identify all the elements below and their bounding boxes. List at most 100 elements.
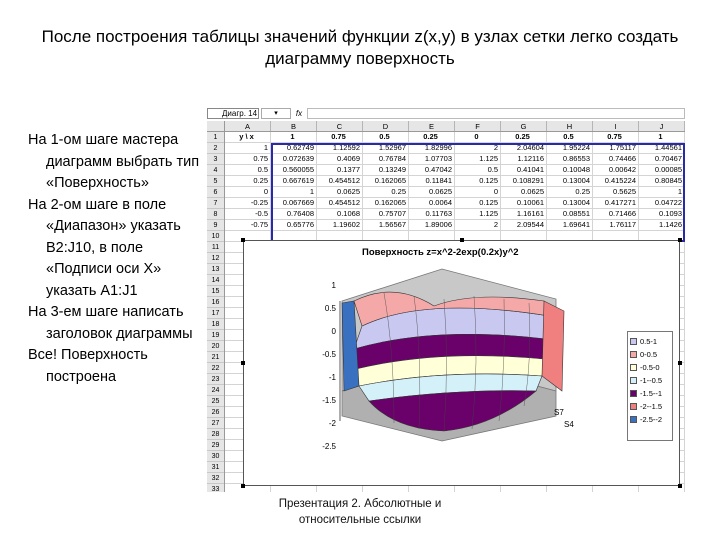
cell[interactable]	[593, 484, 639, 492]
cell[interactable]: 0	[455, 187, 501, 198]
cell[interactable]: 0.667619	[271, 176, 317, 187]
cell[interactable]: 0.5625	[593, 187, 639, 198]
column-header[interactable]: D	[363, 121, 409, 131]
row-header[interactable]: 1	[207, 132, 224, 143]
cell[interactable]: 1.44561	[639, 143, 685, 154]
column-header[interactable]: J	[639, 121, 685, 131]
cell[interactable]: 0.0625	[317, 187, 363, 198]
cell[interactable]: 0.1093	[639, 209, 685, 220]
cell[interactable]: 1.125	[455, 209, 501, 220]
row-header[interactable]: 28	[207, 429, 224, 440]
cell[interactable]: 1.19602	[317, 220, 363, 231]
row-header[interactable]: 23	[207, 374, 224, 385]
cell[interactable]: 0.415224	[593, 176, 639, 187]
row-header[interactable]: 24	[207, 385, 224, 396]
cell[interactable]: 0.13249	[363, 165, 409, 176]
cell[interactable]: 0.067669	[271, 198, 317, 209]
row-header[interactable]: 26	[207, 407, 224, 418]
cell[interactable]: 1.69641	[547, 220, 593, 231]
cell[interactable]: 0.125	[455, 176, 501, 187]
row-header[interactable]: 13	[207, 264, 224, 275]
cell[interactable]: 0.13004	[547, 198, 593, 209]
row-header[interactable]: 17	[207, 308, 224, 319]
cell[interactable]: 1.1426	[639, 220, 685, 231]
cell[interactable]	[639, 484, 685, 492]
row-header[interactable]: 30	[207, 451, 224, 462]
cell[interactable]: 0.1068	[317, 209, 363, 220]
cell[interactable]: 1.12116	[501, 154, 547, 165]
cell[interactable]: 0.0064	[409, 198, 455, 209]
select-all-corner[interactable]	[207, 121, 225, 131]
cell[interactable]: 0.00642	[593, 165, 639, 176]
cell[interactable]: 0.65776	[271, 220, 317, 231]
cell[interactable]: 1	[639, 132, 685, 143]
cell[interactable]: 1.82996	[409, 143, 455, 154]
cell[interactable]: 0.0625	[501, 187, 547, 198]
cell[interactable]: 1.07703	[409, 154, 455, 165]
cell[interactable]: 0.11763	[409, 209, 455, 220]
cell[interactable]: 0	[455, 132, 501, 143]
cell[interactable]: 0.417271	[593, 198, 639, 209]
cell[interactable]: 2	[455, 143, 501, 154]
cell[interactable]: 0.13004	[547, 176, 593, 187]
cell[interactable]: 1.95224	[547, 143, 593, 154]
column-header[interactable]: F	[455, 121, 501, 131]
cell[interactable]: -0.75	[225, 220, 271, 231]
cell[interactable]	[317, 484, 363, 492]
row-header[interactable]: 2	[207, 143, 224, 154]
cell[interactable]: 0.25	[363, 187, 409, 198]
cell[interactable]: 0.5	[225, 165, 271, 176]
chart-handle[interactable]	[241, 238, 245, 242]
row-header[interactable]: 7	[207, 198, 224, 209]
legend-item[interactable]: -2.5--2	[630, 413, 670, 426]
fx-icon[interactable]: fx	[295, 109, 303, 118]
chart-handle[interactable]	[460, 238, 464, 242]
cell[interactable]: 0.75	[593, 132, 639, 143]
cell[interactable]: 0.108291	[501, 176, 547, 187]
cell[interactable]: 1.75117	[593, 143, 639, 154]
legend-item[interactable]: -0.5-0	[630, 361, 670, 374]
cell[interactable]: 0.00085	[639, 165, 685, 176]
chart-legend[interactable]: 0.5-1 0-0.5 -0.5-0 -1--0.5 -1.5--1 -2--1.5 -2.…	[627, 331, 673, 441]
cell[interactable]: 0.0625	[409, 187, 455, 198]
row-header[interactable]: 6	[207, 187, 224, 198]
cell[interactable]	[271, 484, 317, 492]
row-header[interactable]: 4	[207, 165, 224, 176]
cell[interactable]: 0.454512	[317, 176, 363, 187]
chart-handle[interactable]	[678, 484, 682, 488]
legend-item[interactable]: -1--0.5	[630, 374, 670, 387]
cell[interactable]: 0.4069	[317, 154, 363, 165]
row-header[interactable]: 10	[207, 231, 224, 242]
legend-item[interactable]: 0-0.5	[630, 348, 670, 361]
cell[interactable]: 0.75	[317, 132, 363, 143]
cell[interactable]: 1	[271, 132, 317, 143]
cell[interactable]: 0	[225, 187, 271, 198]
row-header[interactable]: 18	[207, 319, 224, 330]
cell[interactable]: 1.56567	[363, 220, 409, 231]
row-header[interactable]: 19	[207, 330, 224, 341]
cell[interactable]: 2.04604	[501, 143, 547, 154]
row-header[interactable]: 32	[207, 473, 224, 484]
cell[interactable]: 1.16161	[501, 209, 547, 220]
row-header[interactable]: 29	[207, 440, 224, 451]
legend-item[interactable]: -1.5--1	[630, 387, 670, 400]
cell[interactable]: 1.12592	[317, 143, 363, 154]
column-header[interactable]: E	[409, 121, 455, 131]
cell[interactable]: 1	[225, 143, 271, 154]
row-header[interactable]: 8	[207, 209, 224, 220]
column-header[interactable]: I	[593, 121, 639, 131]
cell[interactable]: 0.62749	[271, 143, 317, 154]
row-header[interactable]: 11	[207, 242, 224, 253]
column-header[interactable]: C	[317, 121, 363, 131]
cell[interactable]: 1.76117	[593, 220, 639, 231]
name-box[interactable]: Диагр. 14	[207, 108, 259, 119]
cell[interactable]: 0.25	[547, 187, 593, 198]
cell[interactable]: 0.76784	[363, 154, 409, 165]
row-header[interactable]: 27	[207, 418, 224, 429]
cell[interactable]	[547, 484, 593, 492]
cell[interactable]: 0.125	[455, 198, 501, 209]
row-header[interactable]: 14	[207, 275, 224, 286]
cell[interactable]: 0.41041	[501, 165, 547, 176]
cell[interactable]: 0.10061	[501, 198, 547, 209]
row-header[interactable]: 25	[207, 396, 224, 407]
